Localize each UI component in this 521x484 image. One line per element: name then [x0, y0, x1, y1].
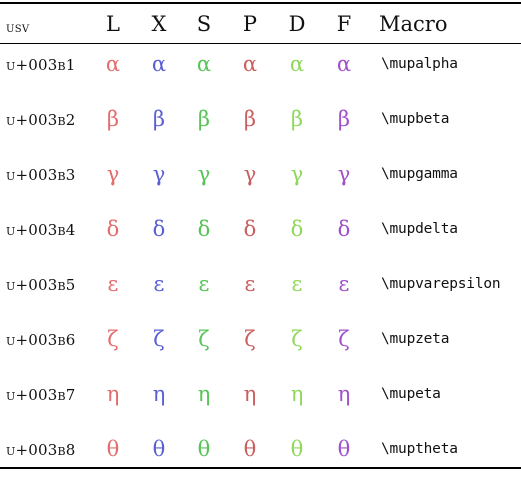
header-font-p: P [242, 12, 258, 36]
glyph-p: ε [244, 272, 256, 296]
table-row: u+003b2 β β β β β β \mupbeta [0, 99, 521, 154]
table-header: usv L X S P D F Macro [0, 11, 521, 39]
glyph-l: θ [106, 437, 120, 461]
header-font-f: F [336, 12, 352, 36]
glyph-l: η [106, 382, 120, 406]
glyph-x: β [152, 107, 166, 131]
glyph-x: δ [152, 217, 166, 241]
header-usv: usv [6, 20, 30, 36]
glyph-f: γ [337, 162, 351, 186]
glyph-f: δ [337, 217, 351, 241]
glyph-l: γ [106, 162, 120, 186]
glyph-d: α [289, 52, 305, 76]
glyph-x: ζ [153, 327, 165, 351]
usv-code: u+003b8 [6, 441, 76, 459]
glyph-d: ζ [291, 327, 303, 351]
usv-code: u+003b4 [6, 221, 76, 239]
glyph-d: ε [291, 272, 303, 296]
table-row: u+003b5 ε ε ε ε ε ε \mupvarepsilon [0, 264, 521, 319]
macro-name: \mupdelta [381, 221, 458, 237]
table-row: u+003b4 δ δ δ δ δ δ \mupdelta [0, 209, 521, 264]
glyph-d: η [290, 382, 304, 406]
header-rule [0, 43, 521, 44]
table-row: u+003b1 α α α α α α \mupalpha [0, 44, 521, 99]
macro-name: \mupgamma [381, 166, 458, 182]
usv-code: u+003b2 [6, 111, 76, 129]
glyph-x: ε [153, 272, 165, 296]
header-font-x: X [151, 12, 167, 36]
table-row: u+003b3 γ γ γ γ γ γ \mupgamma [0, 154, 521, 209]
header-font-l: L [106, 12, 120, 36]
glyph-d: β [290, 107, 304, 131]
glyph-p: θ [243, 437, 257, 461]
glyph-d: γ [290, 162, 304, 186]
header-font-d: D [288, 12, 306, 36]
glyph-f: ζ [338, 327, 350, 351]
usv-code: u+003b3 [6, 166, 76, 184]
glyph-x: γ [152, 162, 166, 186]
table-row: u+003b7 η η η η η η \mupeta [0, 374, 521, 429]
usv-code: u+003b1 [6, 56, 76, 74]
bottom-rule [0, 467, 521, 469]
top-rule [0, 2, 521, 4]
usv-code: u+003b7 [6, 386, 76, 404]
glyph-f: η [337, 382, 351, 406]
glyph-l: ζ [107, 327, 119, 351]
glyph-x: α [151, 52, 167, 76]
glyph-s: ε [198, 272, 210, 296]
macro-name: \mupzeta [381, 331, 450, 347]
usv-code: u+003b5 [6, 276, 76, 294]
glyph-p: η [243, 382, 257, 406]
header-macro: Macro [379, 12, 448, 36]
macro-name: \mupvarepsilon [381, 276, 501, 292]
glyph-s: α [196, 52, 212, 76]
glyph-f: ε [338, 272, 350, 296]
header-font-s: S [196, 12, 212, 36]
glyph-s: η [197, 382, 211, 406]
glyph-s: θ [197, 437, 211, 461]
glyph-l: β [106, 107, 120, 131]
table-row: u+003b6 ζ ζ ζ ζ ζ ζ \mupzeta [0, 319, 521, 374]
glyph-l: α [105, 52, 121, 76]
glyph-p: ζ [244, 327, 256, 351]
macro-name: \mupalpha [381, 56, 458, 72]
glyph-l: δ [106, 217, 120, 241]
glyph-p: γ [243, 162, 257, 186]
macro-name: \mupbeta [381, 111, 450, 127]
macro-name: \mupeta [381, 386, 441, 402]
glyph-p: δ [243, 217, 257, 241]
glyph-d: θ [290, 437, 304, 461]
glyph-s: ζ [198, 327, 210, 351]
glyph-d: δ [290, 217, 304, 241]
glyph-f: β [337, 107, 351, 131]
glyph-p: α [242, 52, 258, 76]
glyph-l: ε [107, 272, 119, 296]
glyph-s: β [197, 107, 211, 131]
usv-code: u+003b6 [6, 331, 76, 349]
glyph-s: γ [197, 162, 211, 186]
glyph-x: θ [152, 437, 166, 461]
glyph-f: θ [337, 437, 351, 461]
glyph-p: β [243, 107, 257, 131]
glyph-s: δ [197, 217, 211, 241]
glyph-x: η [152, 382, 166, 406]
table-row: u+003b8 θ θ θ θ θ θ \muptheta [0, 429, 521, 484]
glyph-f: α [336, 52, 352, 76]
macro-name: \muptheta [381, 441, 458, 457]
